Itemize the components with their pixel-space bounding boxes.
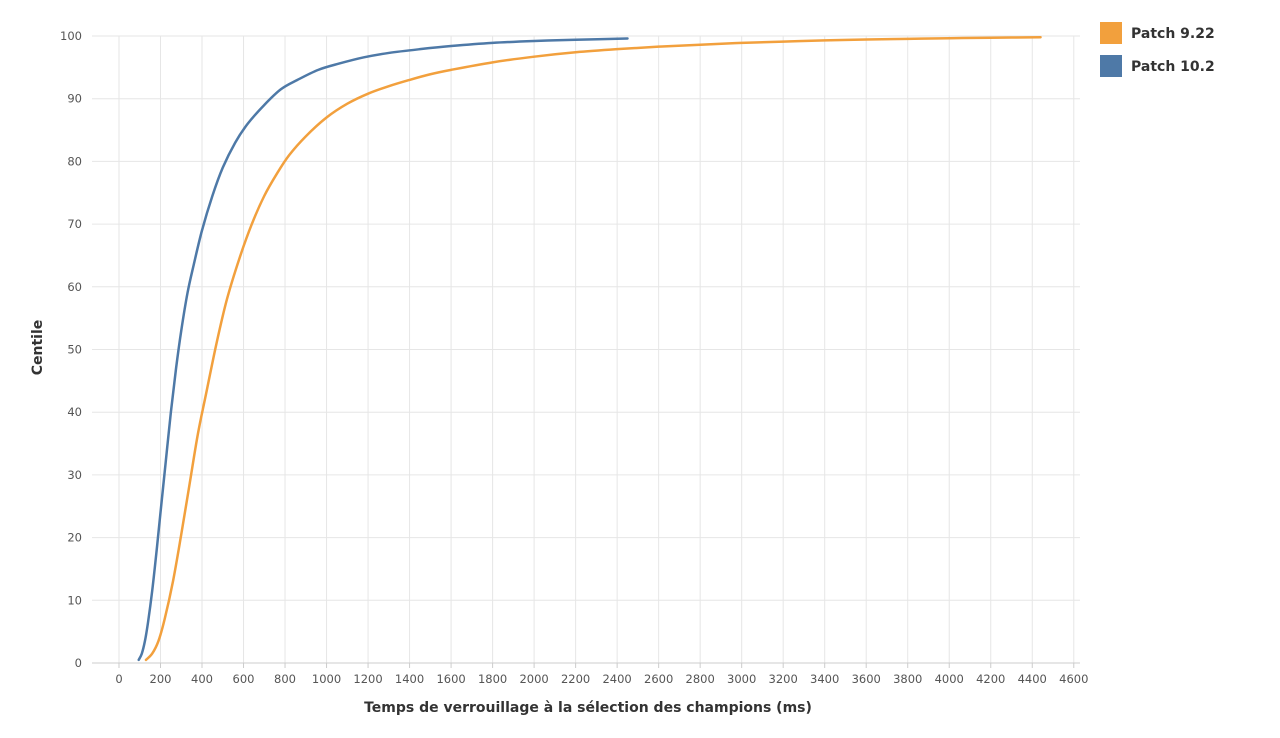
legend-item[interactable]: Patch 9.22 [1100, 22, 1215, 44]
legend-swatch [1100, 22, 1122, 44]
x-tick-label: 1000 [312, 672, 341, 686]
x-axis-title: Temps de verrouillage à la sélection des… [364, 700, 812, 716]
y-tick-label: 90 [67, 92, 82, 106]
x-tick-label: 2800 [686, 672, 715, 686]
x-tick-label: 2200 [561, 672, 590, 686]
legend-item[interactable]: Patch 10.2 [1100, 55, 1215, 77]
y-tick-label: 30 [67, 468, 82, 482]
y-tick-label: 10 [67, 593, 82, 607]
x-tick-label: 1800 [478, 672, 507, 686]
legend[interactable]: Patch 9.22 Patch 10.2 [1100, 22, 1215, 77]
x-tick-label: 3400 [810, 672, 839, 686]
y-tick-label: 40 [67, 405, 82, 419]
y-tick-label: 0 [75, 656, 82, 670]
x-tick-label: 400 [191, 672, 213, 686]
y-axis-title: Centile [30, 320, 46, 376]
x-tick-label: 800 [274, 672, 296, 686]
grid [92, 35, 1080, 664]
y-tick-label: 50 [67, 343, 82, 357]
legend-label: Patch 10.2 [1131, 59, 1215, 75]
x-tick-label: 200 [150, 672, 172, 686]
x-tick-label: 3800 [893, 672, 922, 686]
x-tick-label: 4200 [976, 672, 1005, 686]
legend-label: Patch 9.22 [1131, 26, 1215, 42]
x-tick-label: 3000 [727, 672, 756, 686]
series-line-1[interactable] [137, 37, 629, 662]
x-tick-label: 1400 [395, 672, 424, 686]
y-tick-label: 20 [67, 531, 82, 545]
y-tick-label: 80 [67, 154, 82, 168]
axes: 0 200 400 600 800 1000 1200 1400 1600 1800 2000 220… [60, 29, 1088, 686]
x-tick-label: 3200 [769, 672, 798, 686]
x-tick-label: 0 [115, 672, 122, 686]
x-tick-label: 2000 [519, 672, 548, 686]
x-tick-label: 4400 [1018, 672, 1047, 686]
x-tick-label: 4600 [1059, 672, 1088, 686]
y-tick-label: 100 [60, 29, 82, 43]
x-tick-label: 2600 [644, 672, 673, 686]
x-tick-label: 600 [233, 672, 255, 686]
x-tick-label: 1200 [353, 672, 382, 686]
series-lines [137, 36, 1042, 662]
x-tick-label: 4000 [935, 672, 964, 686]
series-line-0[interactable] [144, 36, 1042, 662]
x-tick-label: 3600 [852, 672, 881, 686]
x-tick-label: 2400 [602, 672, 631, 686]
y-tick-label: 70 [67, 217, 82, 231]
x-tick-label: 1600 [436, 672, 465, 686]
y-tick-label: 60 [67, 280, 82, 294]
legend-swatch [1100, 55, 1122, 77]
